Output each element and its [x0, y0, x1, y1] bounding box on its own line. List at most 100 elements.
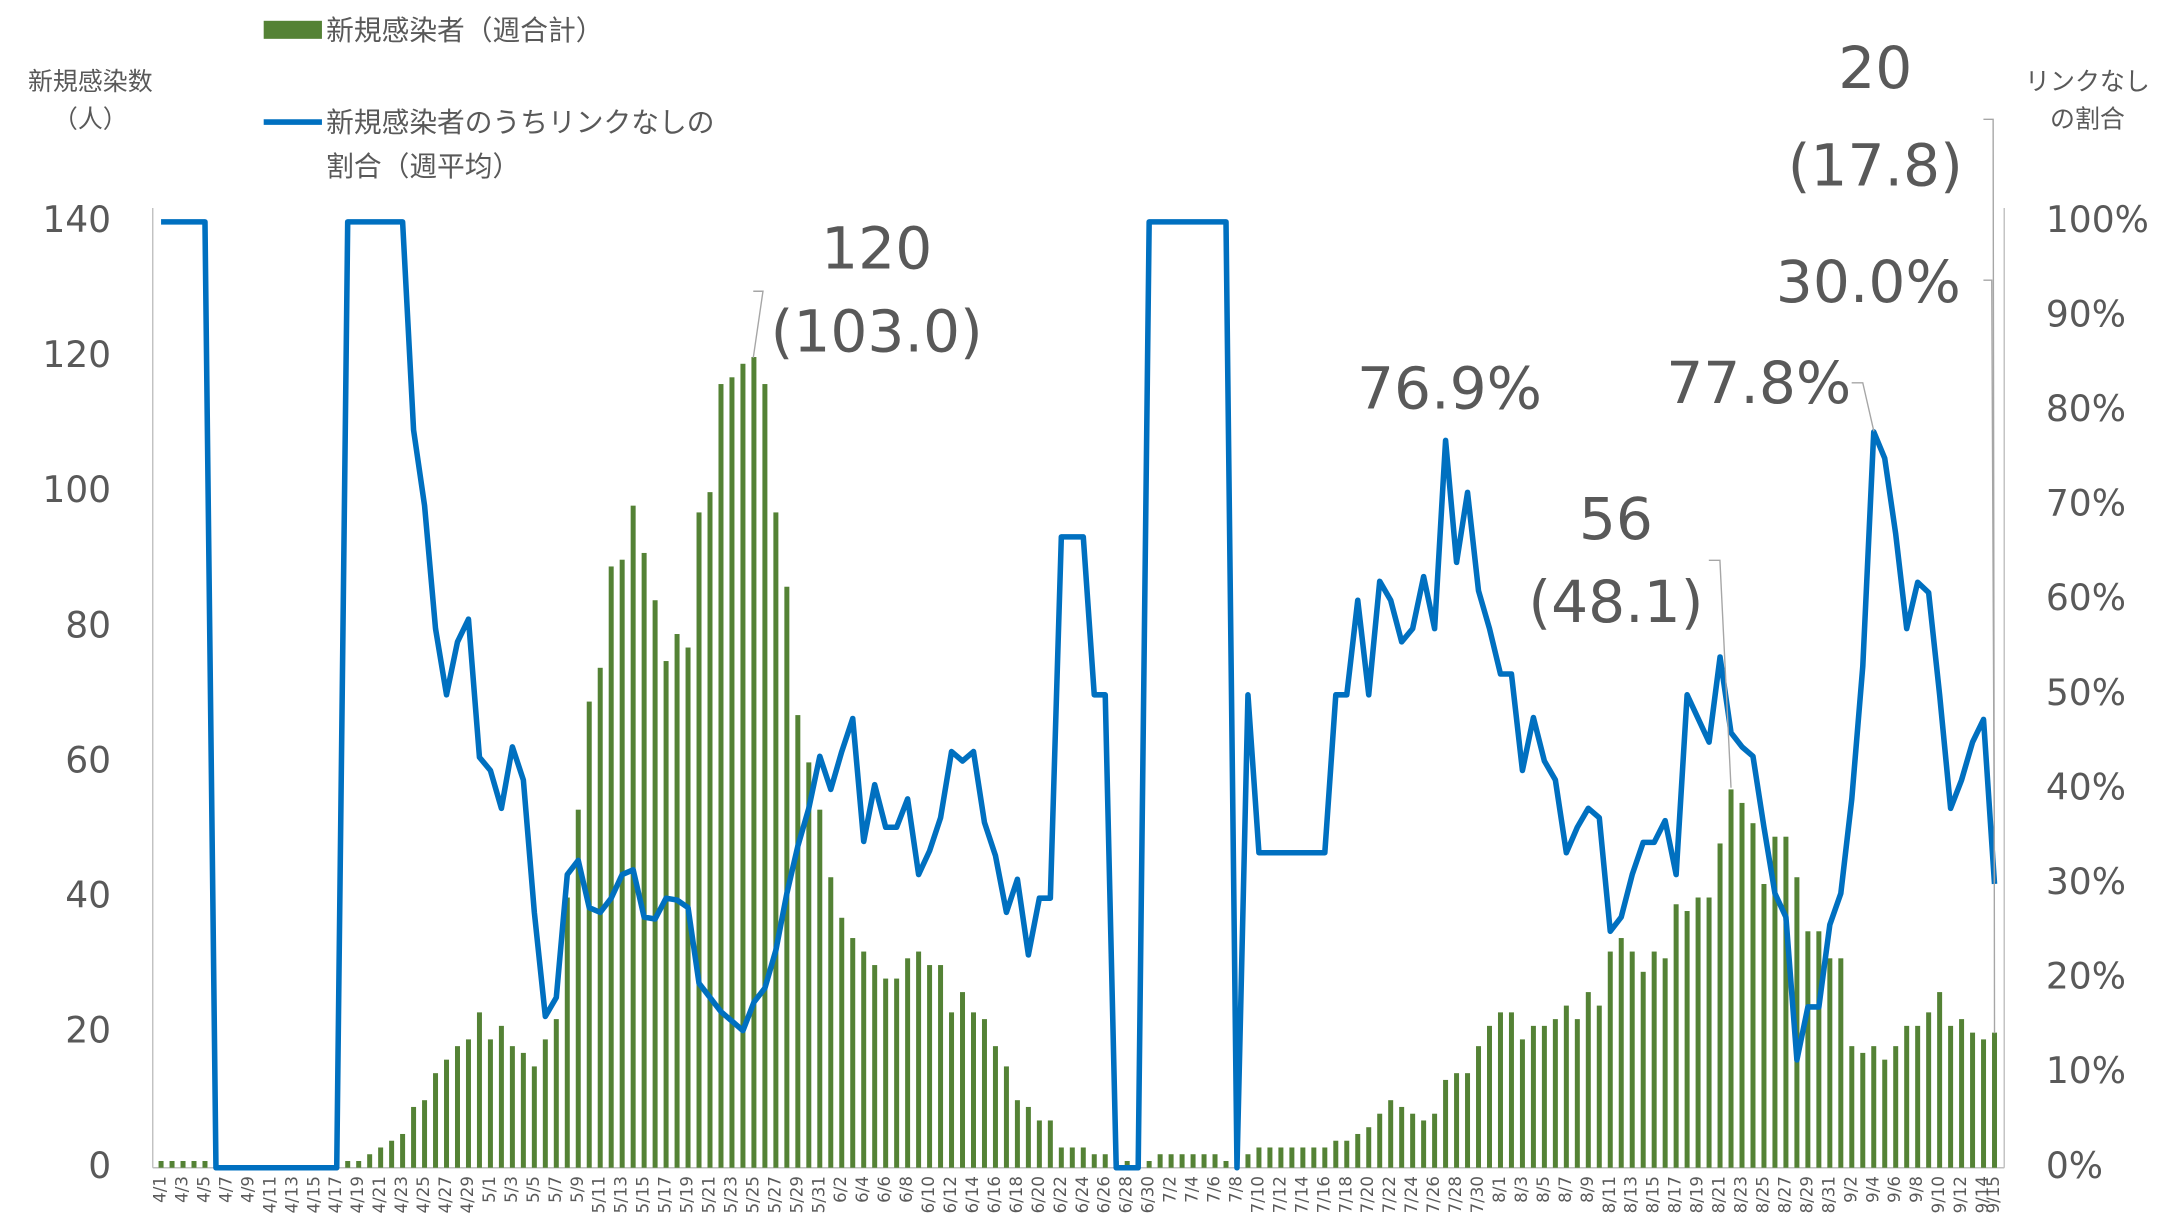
bar — [1706, 897, 1712, 1168]
bar — [1146, 1160, 1152, 1168]
bar — [1355, 1133, 1361, 1168]
bar — [652, 600, 658, 1168]
x-tick-label: 7/4 — [1183, 1176, 1202, 1203]
x-tick-label: 9/2 — [1841, 1176, 1860, 1203]
bar — [1058, 1147, 1064, 1168]
bar — [1519, 1039, 1525, 1168]
x-tick-label: 6/26 — [1095, 1176, 1114, 1213]
bar — [1278, 1147, 1284, 1168]
bar — [773, 512, 779, 1168]
x-tick-label: 8/15 — [1644, 1176, 1663, 1213]
bar — [1124, 1160, 1130, 1168]
x-tick-label: 8/25 — [1753, 1176, 1772, 1213]
bar — [454, 1046, 460, 1168]
x-tick-label: 8/27 — [1775, 1176, 1794, 1213]
y-tick-label: 60 — [65, 739, 111, 781]
bar — [883, 978, 889, 1168]
x-tick-label: 9/6 — [1885, 1176, 1904, 1203]
bar — [1190, 1154, 1196, 1168]
x-tick-label: 7/30 — [1468, 1176, 1487, 1213]
x-tick-label: 5/3 — [502, 1176, 521, 1203]
x-tick-label: 9/12 — [1951, 1176, 1970, 1213]
bar — [981, 1019, 987, 1168]
y-tick-label: 20 — [65, 1010, 111, 1052]
bar — [1970, 1032, 1976, 1168]
bar — [1047, 1120, 1053, 1168]
bar — [422, 1100, 428, 1168]
bar — [828, 877, 834, 1168]
bar — [894, 978, 900, 1168]
bar — [806, 762, 812, 1168]
y2-tick-label: 60% — [2046, 577, 2126, 619]
legend-swatch — [263, 20, 322, 39]
bar — [1377, 1113, 1383, 1168]
annotation-leader — [1851, 382, 1875, 432]
bar — [378, 1147, 384, 1168]
bar — [1267, 1147, 1273, 1168]
x-tick-label: 4/17 — [326, 1176, 345, 1213]
bar — [1036, 1120, 1042, 1168]
bar — [1684, 911, 1690, 1168]
x-tick-label: 6/22 — [1051, 1176, 1070, 1213]
bar — [1618, 938, 1624, 1168]
x-tick-label: 5/15 — [634, 1176, 653, 1213]
x-tick-label: 5/21 — [700, 1176, 719, 1213]
bar — [1871, 1046, 1877, 1168]
x-tick-label: 9/14 — [1973, 1176, 1992, 1213]
x-tick-label: 5/7 — [546, 1176, 565, 1203]
x-tick-label: 7/2 — [1161, 1176, 1180, 1203]
annotation: 20 — [1838, 34, 1912, 102]
x-tick-label: 5/19 — [678, 1176, 697, 1213]
annotation: (17.8) — [1788, 131, 1963, 199]
x-tick-label: 7/18 — [1336, 1176, 1355, 1213]
y2-tick-label: 0% — [2046, 1145, 2103, 1187]
x-tick-label: 4/29 — [458, 1176, 477, 1213]
bar — [1179, 1154, 1185, 1168]
y-tick-label: 0 — [88, 1145, 111, 1187]
x-tick-label: 8/21 — [1710, 1176, 1729, 1213]
bar — [553, 1019, 559, 1168]
x-tick-label: 8/29 — [1797, 1176, 1816, 1213]
x-tick-label: 8/1 — [1490, 1176, 1509, 1203]
bar — [960, 992, 966, 1168]
bar — [1410, 1113, 1416, 1168]
y2-axis-title: リンクなし — [2025, 67, 2150, 96]
bar — [542, 1039, 548, 1168]
bar — [1223, 1160, 1229, 1168]
bar — [367, 1154, 373, 1168]
x-tick-label: 6/30 — [1139, 1176, 1158, 1213]
bar — [1662, 958, 1668, 1168]
bar — [1596, 1005, 1602, 1168]
x-tick-label: 9/10 — [1929, 1176, 1948, 1213]
x-tick-label: 5/29 — [787, 1176, 806, 1213]
x-tick-label: 4/13 — [282, 1176, 301, 1213]
x-tick-label: 5/31 — [809, 1176, 828, 1213]
bar — [740, 363, 746, 1168]
bar — [1289, 1147, 1295, 1168]
bar — [498, 1025, 504, 1168]
x-tick-label: 6/18 — [1007, 1176, 1026, 1213]
x-tick-label: 6/28 — [1117, 1176, 1136, 1213]
bar — [839, 917, 845, 1168]
y-tick-label: 100 — [42, 469, 111, 511]
x-tick-label: 5/11 — [590, 1176, 609, 1213]
x-tick-label: 8/11 — [1600, 1176, 1619, 1213]
bar — [1311, 1147, 1317, 1168]
y-tick-label: 80 — [65, 604, 111, 646]
x-tick-label: 7/6 — [1205, 1176, 1224, 1203]
bar — [751, 357, 757, 1168]
bar — [1421, 1120, 1427, 1168]
bar — [1256, 1147, 1262, 1168]
x-tick-label: 8/5 — [1534, 1176, 1553, 1203]
bar — [663, 661, 669, 1168]
bar — [1245, 1154, 1251, 1168]
bar — [1091, 1154, 1097, 1168]
x-tick-label: 5/23 — [721, 1176, 740, 1213]
bar — [564, 897, 570, 1168]
bar — [1366, 1127, 1372, 1168]
bar — [1695, 897, 1701, 1168]
x-tick-label: 4/5 — [194, 1176, 213, 1203]
bar — [1849, 1046, 1855, 1168]
legend-entry: 新規感染者のうちリンクなしの割合（週平均） — [326, 105, 714, 183]
x-tick-label: 4/7 — [216, 1176, 235, 1203]
